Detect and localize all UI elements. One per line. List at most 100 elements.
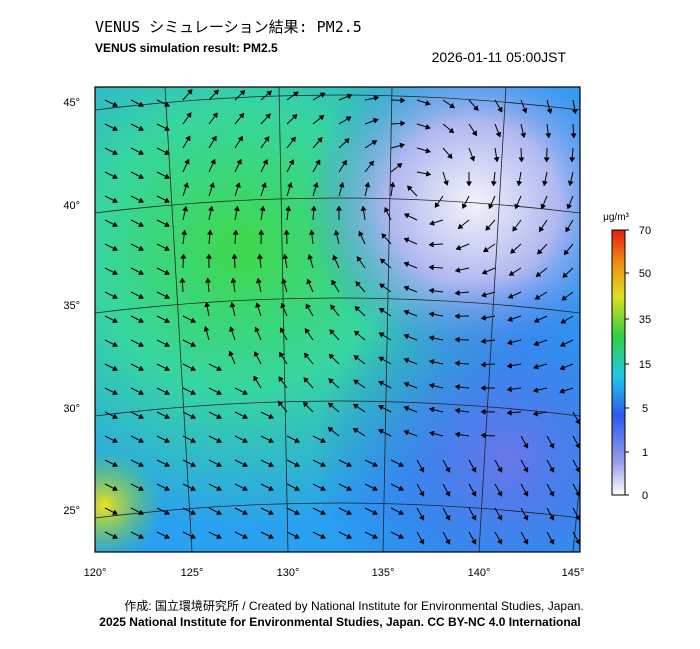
wind-arrow-head bbox=[454, 289, 460, 296]
wind-arrow-head bbox=[539, 226, 545, 233]
lat-labels: 45° 40° 35° 30° 25° bbox=[63, 97, 80, 517]
wind-arrow-head bbox=[164, 533, 170, 539]
wind-arrow-head bbox=[496, 490, 503, 497]
wind-arrow-head bbox=[407, 185, 413, 192]
wind-arrow-head bbox=[268, 533, 274, 539]
wind-arrow-head bbox=[179, 277, 186, 283]
wind-arrow-head bbox=[480, 361, 486, 368]
wind-arrow-head bbox=[470, 490, 477, 497]
wind-arrow-head bbox=[302, 401, 309, 408]
wind-arrow-head bbox=[138, 341, 144, 347]
wind-arrow-head bbox=[338, 182, 345, 188]
colorbar-tick-label: 35 bbox=[639, 314, 651, 326]
wind-arrow-head bbox=[185, 135, 191, 142]
wind-arrow-head bbox=[522, 466, 529, 473]
wind-arrow-head bbox=[403, 357, 410, 364]
wind-arrow-head bbox=[398, 509, 404, 515]
wind-arrow-head bbox=[569, 157, 576, 163]
wind-arrow-head bbox=[164, 509, 170, 515]
wind-arrow-head bbox=[454, 383, 460, 390]
wind-arrow-head bbox=[112, 413, 118, 419]
wind-arrow-head bbox=[508, 270, 515, 276]
wind-arrow-head bbox=[256, 253, 264, 259]
wind-arrow-head bbox=[533, 317, 540, 323]
wind-arrow-head bbox=[268, 437, 274, 443]
wind-arrow-head bbox=[533, 340, 540, 347]
wind-arrow-head bbox=[318, 115, 325, 121]
wind-arrow-head bbox=[546, 108, 553, 114]
wind-arrow-head bbox=[138, 509, 144, 515]
wind-arrow-head bbox=[277, 400, 284, 407]
wind-arrow-head bbox=[335, 205, 342, 211]
wind-arrow-head bbox=[138, 365, 144, 371]
wind-arrow-head bbox=[164, 461, 170, 467]
wind-arrow-head bbox=[522, 442, 529, 449]
wind-arrow-head bbox=[488, 203, 494, 210]
wind-arrow-head bbox=[279, 327, 286, 334]
wind-arrow-head bbox=[310, 205, 317, 211]
wind-arrow-head bbox=[516, 180, 523, 187]
wind-arrow-head bbox=[481, 269, 488, 275]
wind-arrow-head bbox=[480, 432, 486, 439]
wind-arrow-head bbox=[495, 131, 502, 138]
wind-arrow-head bbox=[112, 173, 118, 179]
wind-arrow-head bbox=[343, 138, 350, 144]
map-area bbox=[95, 87, 580, 552]
wind-arrow-head bbox=[138, 413, 144, 419]
wind-arrow-head bbox=[233, 205, 240, 212]
lat-line bbox=[95, 94, 580, 111]
wind-arrow-head bbox=[472, 105, 479, 111]
wind-arrow-head bbox=[327, 402, 334, 409]
wind-arrow-head bbox=[112, 149, 118, 155]
lon-line bbox=[95, 547, 96, 552]
wind-arrow-head bbox=[216, 365, 222, 371]
wind-arrow-head bbox=[506, 362, 513, 369]
wind-arrow-head bbox=[354, 306, 361, 312]
wind-arrow-head bbox=[378, 404, 384, 411]
wind-arrow-head bbox=[112, 365, 118, 371]
wind-arrow-head bbox=[283, 229, 290, 235]
wind-arrow-head bbox=[230, 277, 237, 284]
wind-arrow-head bbox=[356, 256, 363, 262]
wind-arrow-head bbox=[204, 301, 211, 308]
wind-arrow-head bbox=[470, 466, 477, 473]
map-frame bbox=[94, 86, 581, 553]
lat-line bbox=[95, 297, 580, 314]
wind-arrow-head bbox=[112, 101, 118, 107]
timestamp: 2026-01-11 05:00JST bbox=[432, 49, 567, 65]
wind-arrow-head bbox=[384, 206, 390, 213]
wind-arrow-head bbox=[112, 269, 118, 275]
wind-arrow-head bbox=[548, 442, 555, 449]
wind-arrow-head bbox=[319, 92, 326, 98]
wind-arrow-head bbox=[506, 339, 513, 346]
wind-arrow-head bbox=[164, 317, 170, 323]
wind-arrow-head bbox=[454, 336, 460, 343]
wind-arrow-head bbox=[138, 221, 144, 227]
wind-arrow-head bbox=[480, 314, 487, 321]
wind-arrow-head bbox=[294, 509, 300, 515]
wind-arrow-head bbox=[372, 533, 378, 539]
wind-arrow-head bbox=[216, 533, 222, 539]
wind-arrow-head bbox=[562, 272, 569, 278]
wind-arrow-head bbox=[183, 182, 189, 188]
wind-arrow-head bbox=[443, 180, 449, 186]
wind-arrow-head bbox=[506, 386, 512, 393]
wind-arrow-head bbox=[164, 437, 170, 443]
wind-arrow-head bbox=[454, 267, 461, 273]
wind-arrow-head bbox=[164, 221, 170, 227]
wind-arrow-head bbox=[235, 182, 241, 188]
wind-arrow-head bbox=[242, 437, 248, 443]
wind-arrow-head bbox=[281, 278, 288, 284]
wind-arrow-head bbox=[434, 202, 441, 208]
wind-arrow-head bbox=[457, 223, 464, 230]
wind-arrow-head bbox=[307, 254, 314, 260]
wind-arrow-head bbox=[403, 405, 410, 412]
wind-arrow-head bbox=[496, 538, 503, 545]
wind-arrow-head bbox=[355, 281, 361, 287]
wind-arrow-head bbox=[328, 353, 335, 360]
subtitle: VENUS simulation result: PM2.5 bbox=[95, 41, 278, 55]
lat-line bbox=[95, 197, 580, 214]
wind-arrow-head bbox=[418, 514, 425, 521]
wind-arrow-head bbox=[346, 485, 352, 491]
